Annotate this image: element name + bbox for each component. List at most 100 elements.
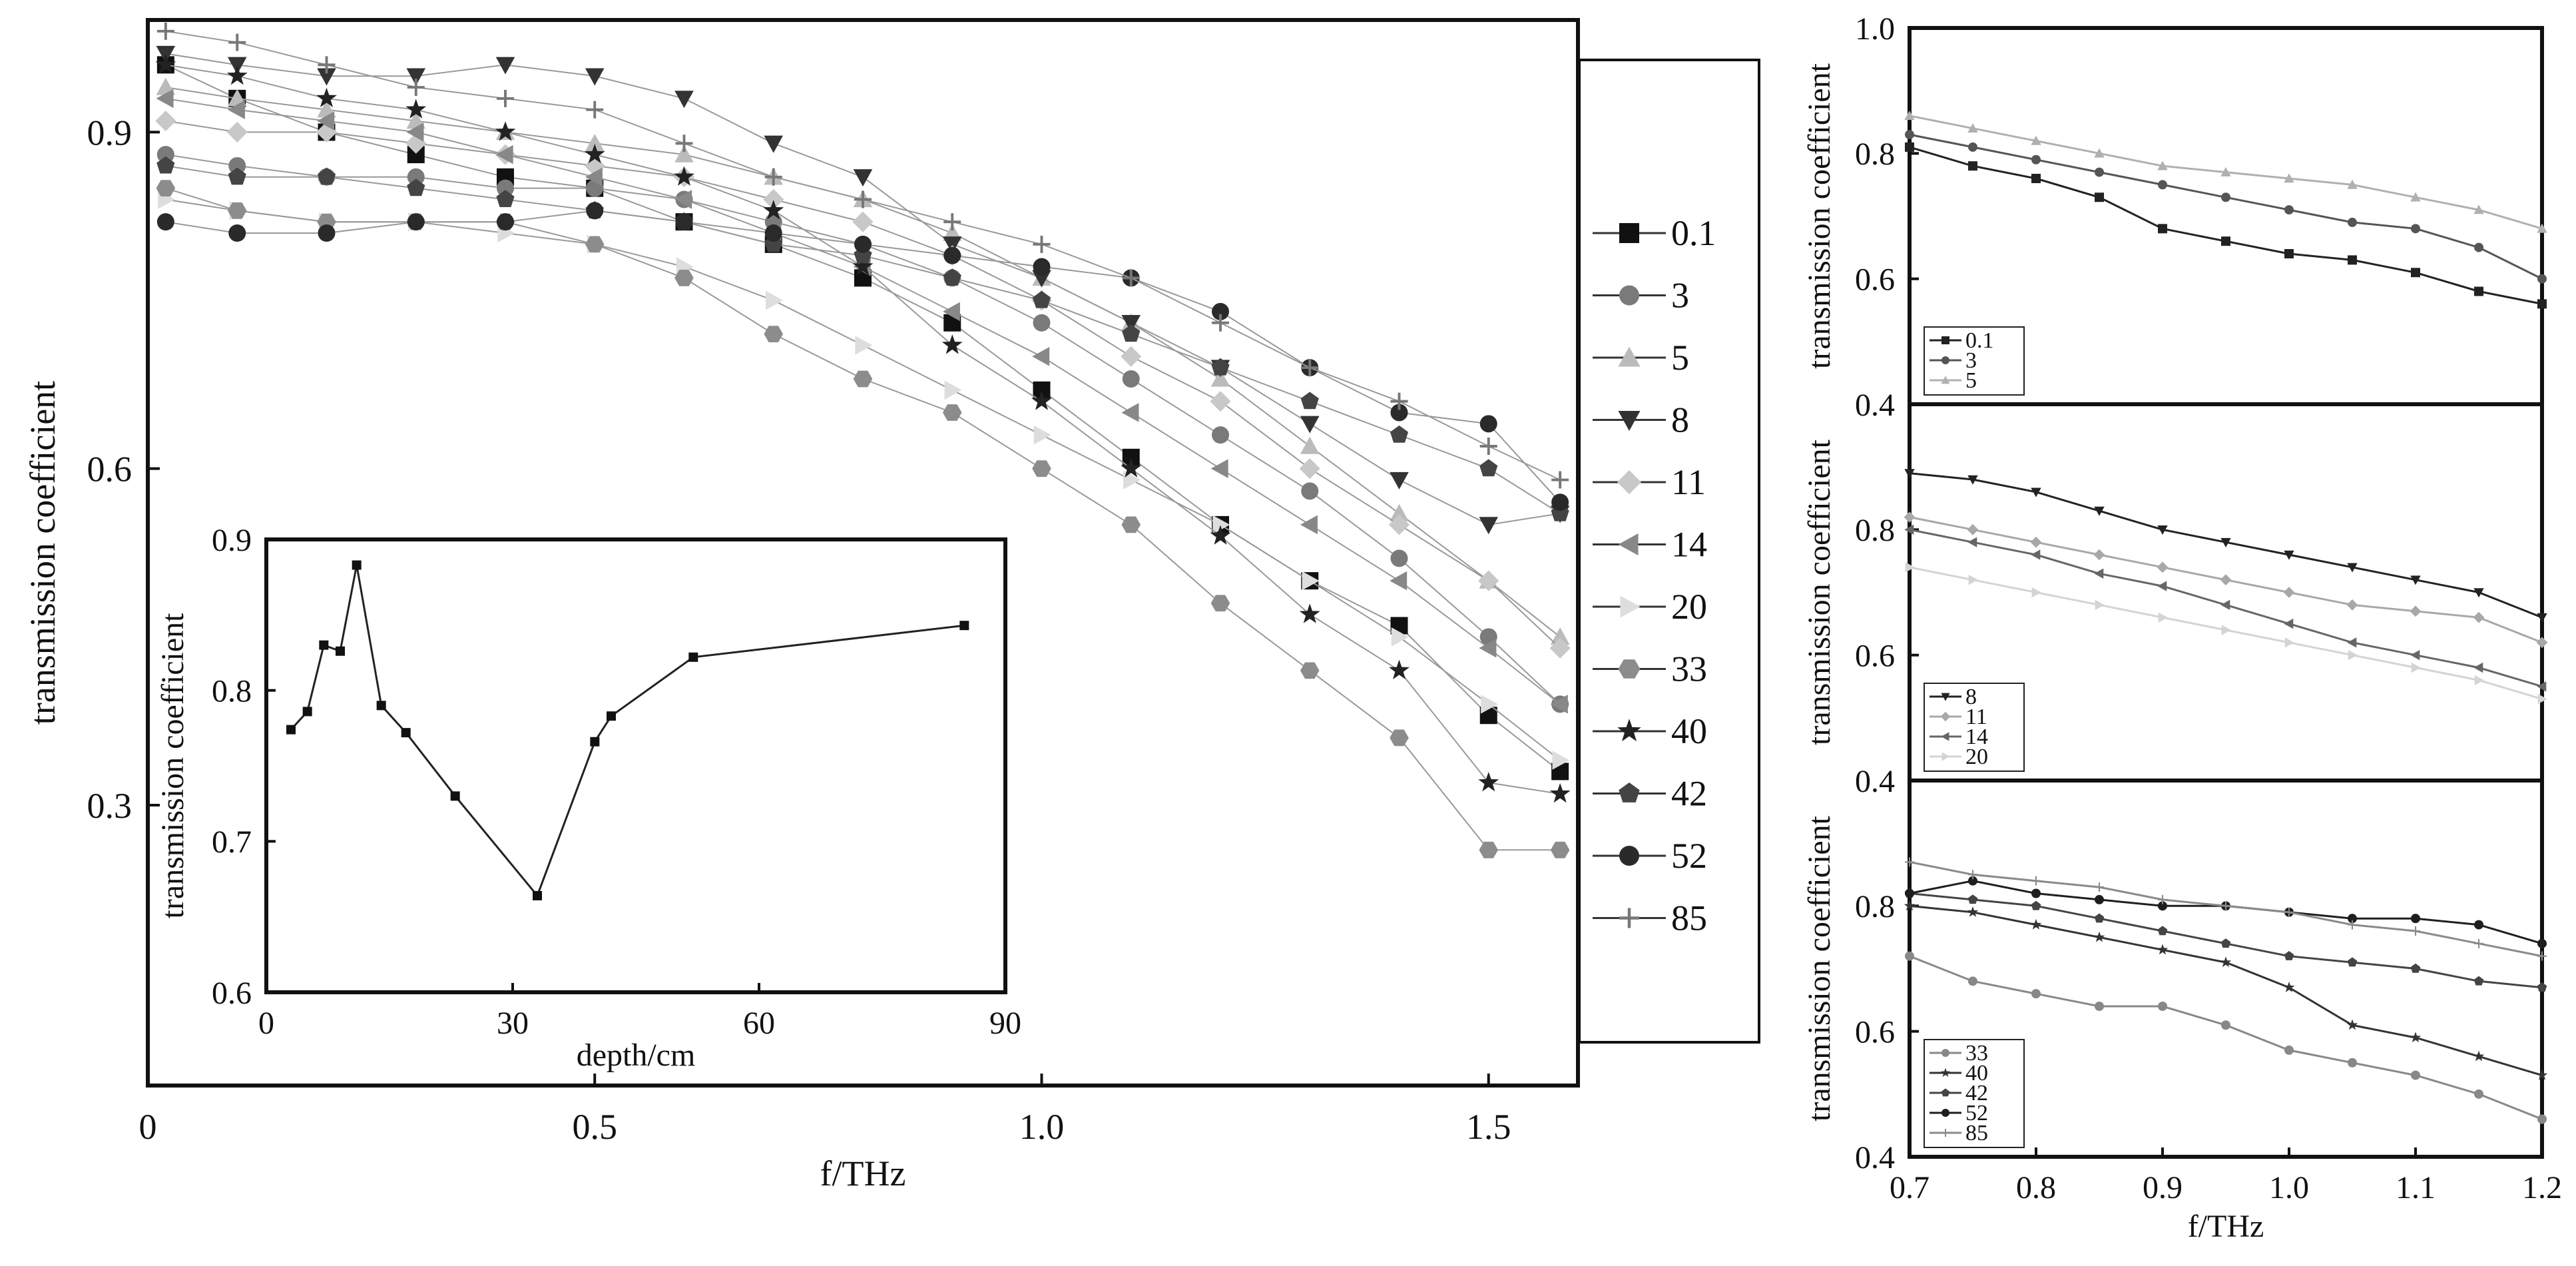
- right-top-chart: 0.4 0.6 0.8 1.0 transmission coefficient 0.13…: [1802, 11, 2547, 423]
- data-point: [2157, 926, 2168, 936]
- right-bottom-chart: 0.7 0.8 0.9 1.0 1.1 1.2 0.4 0.6 0.8 f/THz transmis…: [1802, 779, 2562, 1244]
- legend-item-40: 40: [1930, 1061, 1988, 1086]
- data-point: [1032, 460, 1051, 477]
- data-point: [674, 190, 692, 209]
- data-point: [1210, 391, 1231, 412]
- data-point: [2220, 938, 2231, 948]
- series-line: [165, 187, 1561, 851]
- data-point: [2284, 1045, 2294, 1055]
- data-point: [2158, 224, 2167, 234]
- data-point: [1479, 517, 1499, 535]
- data-point: [1300, 515, 1318, 535]
- data-point: [1550, 841, 1570, 858]
- legend-marker: [1619, 846, 1639, 866]
- legend-marker: [1941, 1129, 1949, 1137]
- data-point: [2348, 1058, 2357, 1068]
- data-point: [1300, 392, 1319, 410]
- legend-label: 20: [1965, 745, 1988, 769]
- data-point: [1212, 314, 1229, 332]
- data-point: [336, 646, 345, 656]
- data-point: [1122, 269, 1140, 287]
- y-tick-label: 0.6: [1855, 1014, 1895, 1050]
- legend-marker: [1620, 595, 1641, 618]
- legend-marker: [1941, 1109, 1949, 1117]
- legend-item-8: 8: [1593, 400, 1689, 440]
- plot-frame: [1908, 779, 2544, 1159]
- data-point: [2157, 561, 2169, 573]
- legend-item-14: 14: [1593, 525, 1707, 565]
- legend-item-8: 8: [1930, 685, 1977, 709]
- x-tick-label: 0.9: [2143, 1170, 2183, 1205]
- y-tick-label: 0.4: [1855, 764, 1895, 799]
- data-point: [943, 213, 961, 231]
- data-point: [2474, 920, 2483, 930]
- data-point: [2031, 989, 2041, 999]
- legend-item-11: 11: [1930, 705, 1987, 729]
- data-point: [155, 54, 176, 74]
- legend-label: 11: [1671, 462, 1706, 502]
- y-tick-label: 0.4: [1855, 388, 1895, 423]
- data-point: [2473, 611, 2485, 623]
- data-point: [1210, 369, 1230, 387]
- data-point: [586, 101, 604, 119]
- data-point: [2411, 662, 2421, 673]
- data-point: [1479, 438, 1497, 455]
- data-point: [2094, 568, 2104, 579]
- data-point: [2094, 148, 2105, 158]
- data-point: [2537, 299, 2547, 309]
- data-point: [1479, 841, 1499, 858]
- data-point: [228, 33, 246, 51]
- data-point: [2095, 192, 2104, 202]
- legend-marker: [1618, 659, 1641, 679]
- y-axis-label: transmission coefficient: [23, 381, 63, 725]
- series-0: [286, 560, 969, 900]
- legend-marker: [1618, 411, 1641, 431]
- legend-marker: [1617, 719, 1641, 742]
- data-point: [156, 89, 174, 109]
- data-point: [2220, 166, 2231, 176]
- data-point: [1478, 570, 1499, 591]
- legend-item-52: 52: [1593, 836, 1707, 876]
- data-point: [1481, 695, 1499, 714]
- data-point: [688, 652, 698, 662]
- data-point: [405, 99, 427, 119]
- legend-marker: [1940, 1068, 1951, 1078]
- series-0.1: [156, 56, 1569, 781]
- data-point: [1299, 458, 1320, 479]
- data-point: [2221, 625, 2231, 635]
- data-point: [1210, 459, 1228, 478]
- data-point: [1390, 404, 1408, 422]
- legend-label: 11: [1965, 705, 1987, 729]
- data-point: [228, 157, 246, 174]
- data-point: [1905, 888, 1914, 898]
- data-point: [1549, 783, 1571, 803]
- x-tick-label: 1.5: [1466, 1107, 1511, 1147]
- legend-item-20: 20: [1930, 745, 1988, 769]
- data-point: [317, 167, 336, 185]
- data-point: [497, 213, 514, 231]
- data-point: [2348, 649, 2358, 661]
- data-point: [2095, 167, 2104, 177]
- data-point: [2346, 599, 2358, 611]
- data-point: [1390, 503, 1409, 521]
- x-tick-label: 90: [989, 1006, 1021, 1041]
- legend-marker: [1941, 693, 1950, 701]
- x-tick-label: 0: [139, 1107, 157, 1147]
- data-point: [854, 235, 872, 253]
- data-point: [1390, 472, 1409, 489]
- data-point: [2220, 537, 2231, 547]
- data-point: [319, 640, 329, 650]
- data-point: [1300, 662, 1320, 679]
- data-point: [2095, 1002, 2104, 1011]
- data-point: [1905, 951, 1914, 961]
- legend-box: [1578, 59, 1760, 1044]
- data-point: [1968, 876, 1977, 886]
- plot-frame: [264, 537, 1007, 994]
- data-point: [2473, 976, 2484, 986]
- data-point: [1210, 595, 1230, 612]
- data-point: [228, 224, 246, 242]
- data-point: [2537, 274, 2547, 284]
- data-point: [2474, 675, 2484, 686]
- data-point: [2158, 894, 2167, 904]
